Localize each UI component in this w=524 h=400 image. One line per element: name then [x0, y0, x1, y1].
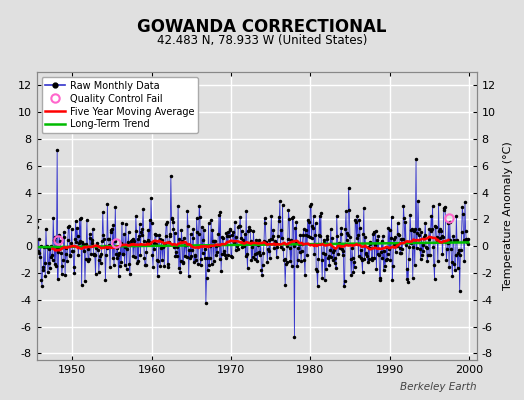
Text: Berkeley Earth: Berkeley Earth — [400, 382, 477, 392]
Text: 42.483 N, 78.933 W (United States): 42.483 N, 78.933 W (United States) — [157, 34, 367, 47]
Text: GOWANDA CORRECTIONAL: GOWANDA CORRECTIONAL — [137, 18, 387, 36]
Legend: Raw Monthly Data, Quality Control Fail, Five Year Moving Average, Long-Term Tren: Raw Monthly Data, Quality Control Fail, … — [41, 77, 198, 133]
Y-axis label: Temperature Anomaly (°C): Temperature Anomaly (°C) — [503, 142, 513, 290]
